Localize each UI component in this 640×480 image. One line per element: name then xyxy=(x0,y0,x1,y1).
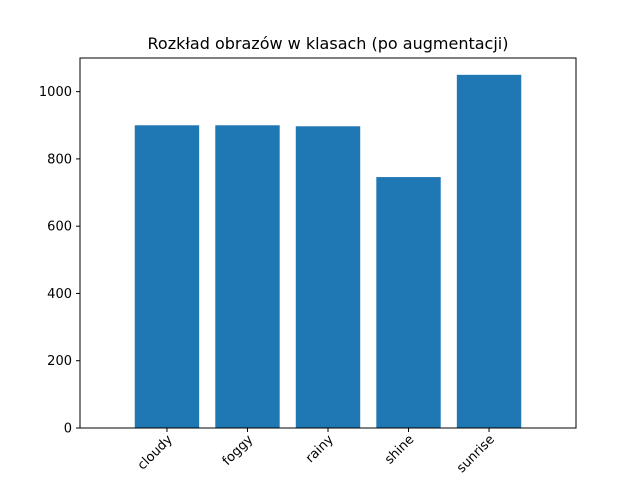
bar-sunrise xyxy=(456,74,522,429)
y-tick-label: 200 xyxy=(47,354,72,369)
y-tick-label: 600 xyxy=(47,220,72,235)
bar-foggy xyxy=(215,125,280,428)
bar-cloudy xyxy=(134,125,200,428)
y-tick-label: 1000 xyxy=(39,85,72,100)
y-tick-label: 0 xyxy=(64,422,72,437)
x-tick-label-foggy: foggy xyxy=(220,432,257,469)
x-tick-label-sunrise: sunrise xyxy=(454,432,498,476)
x-tick-label-rainy: rainy xyxy=(303,432,337,466)
x-tick-label-shine: shine xyxy=(382,432,417,467)
y-axis: 0 200 400 600 800 1000 xyxy=(39,85,80,437)
chart-title: Rozkład obrazów w klasach (po augmentacj… xyxy=(148,34,509,53)
bar-rainy xyxy=(295,126,361,429)
y-tick-label: 400 xyxy=(47,287,72,302)
bar-shine xyxy=(376,177,441,428)
y-tick-label: 800 xyxy=(47,152,72,167)
x-axis: cloudy foggy rainy shine sunrise xyxy=(135,428,498,476)
x-tick-label-cloudy: cloudy xyxy=(135,432,176,473)
bars-group xyxy=(134,74,522,429)
plot-frame xyxy=(79,57,577,429)
